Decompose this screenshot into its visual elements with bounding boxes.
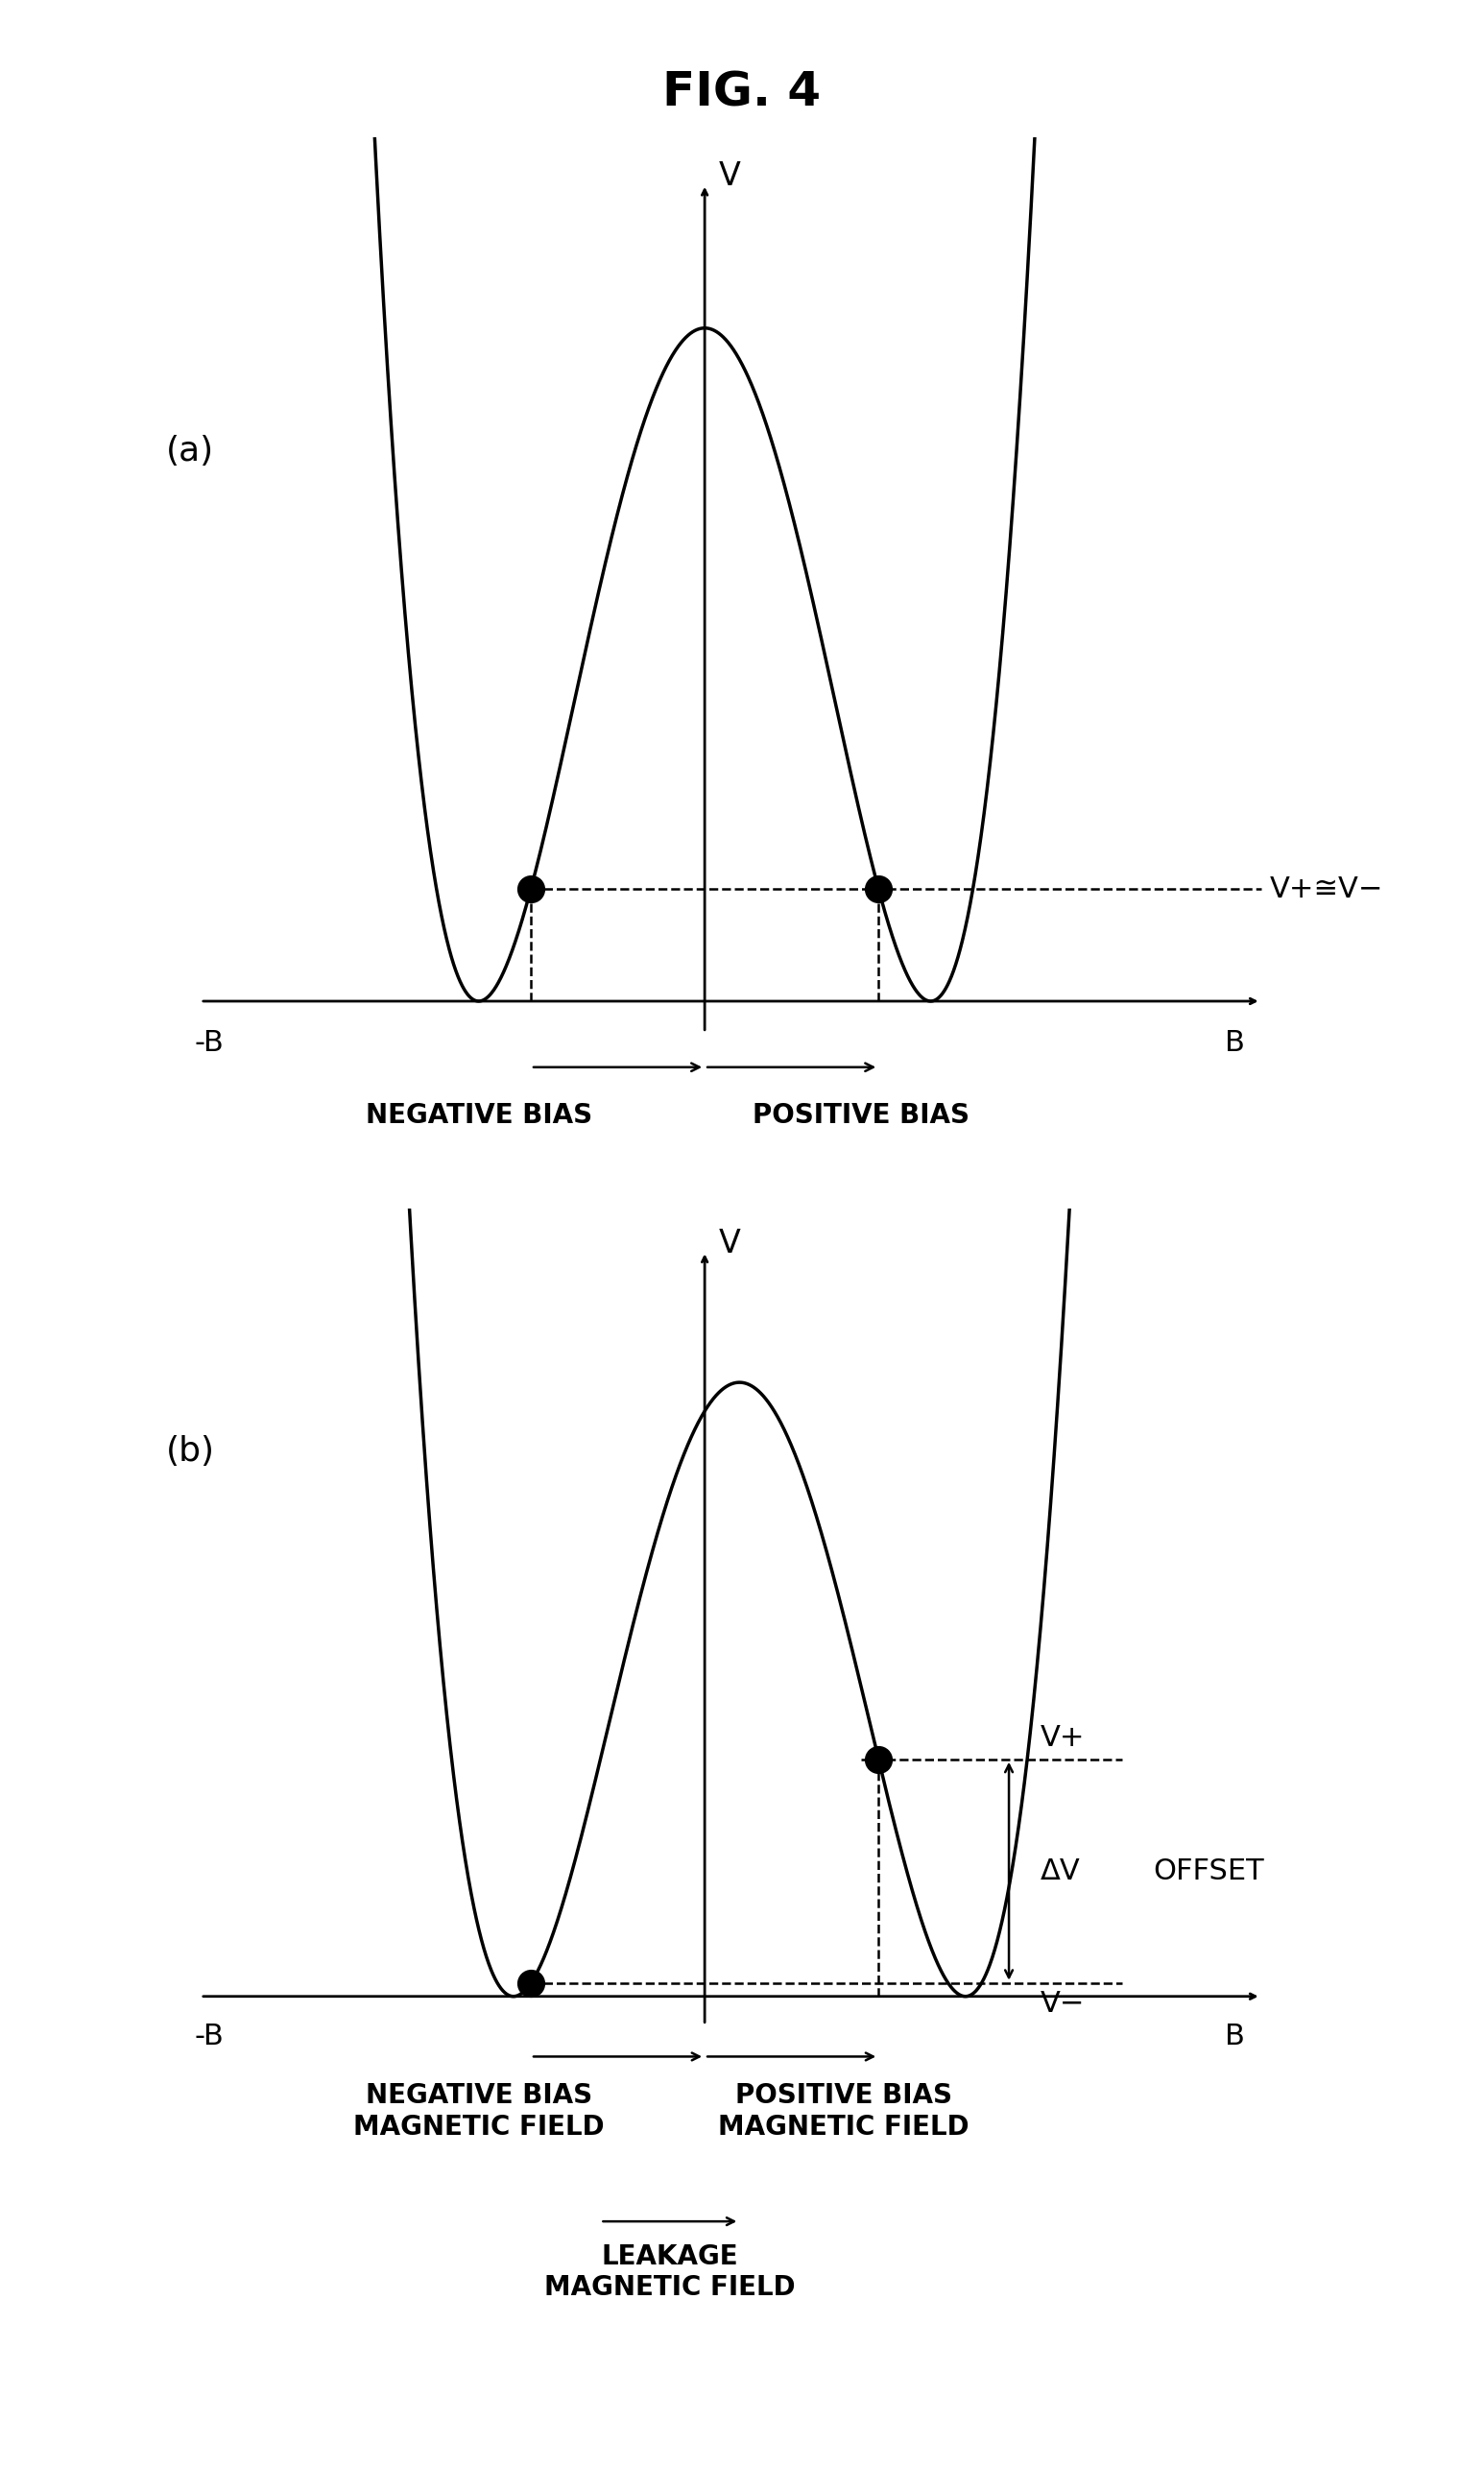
Text: -B: -B xyxy=(194,2023,224,2050)
Text: V+: V+ xyxy=(1040,1724,1085,1751)
Text: -B: -B xyxy=(194,1029,224,1056)
Text: V−: V− xyxy=(1040,1990,1085,2018)
Text: ΔV: ΔV xyxy=(1040,1858,1080,1886)
Text: LEAKAGE
MAGNETIC FIELD: LEAKAGE MAGNETIC FIELD xyxy=(545,2242,795,2302)
Text: B: B xyxy=(1224,2023,1245,2050)
Text: NEGATIVE BIAS
MAGNETIC FIELD: NEGATIVE BIAS MAGNETIC FIELD xyxy=(353,2082,604,2140)
Text: V+≅V−: V+≅V− xyxy=(1270,874,1383,902)
Text: POSITIVE BIAS
MAGNETIC FIELD: POSITIVE BIAS MAGNETIC FIELD xyxy=(718,2082,969,2140)
Text: (a): (a) xyxy=(166,436,214,468)
Text: FIG. 4: FIG. 4 xyxy=(663,70,821,115)
Text: V: V xyxy=(718,159,741,192)
Text: POSITIVE BIAS: POSITIVE BIAS xyxy=(752,1101,969,1128)
Text: V: V xyxy=(718,1228,741,1260)
Text: OFFSET: OFFSET xyxy=(1153,1858,1264,1886)
Text: B: B xyxy=(1224,1029,1245,1056)
Text: NEGATIVE BIAS: NEGATIVE BIAS xyxy=(365,1101,592,1128)
Text: (b): (b) xyxy=(166,1435,215,1467)
